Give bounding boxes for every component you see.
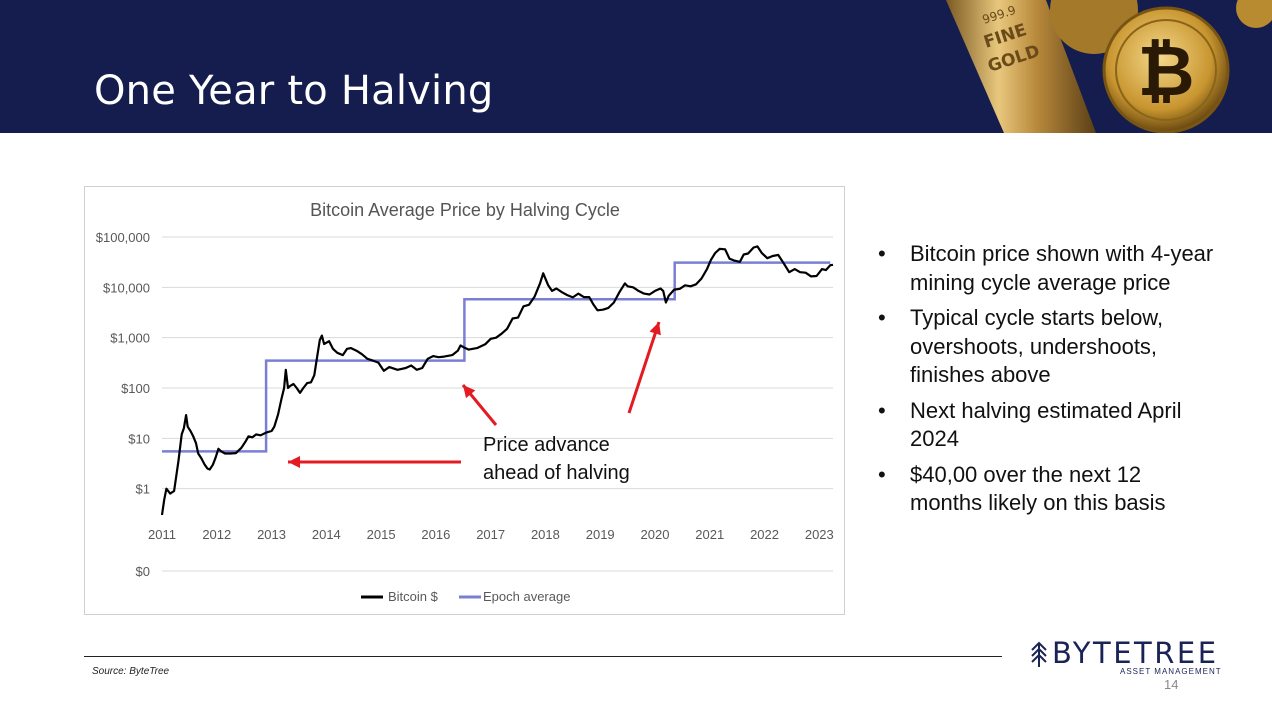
bitcoin-price-chart: Bitcoin Average Price by Halving Cycle $… [96,200,834,604]
x-tick-label: 2016 [421,527,450,542]
slide-title: One Year to Halving [94,68,494,114]
annotation-arrow-head [649,322,661,336]
annotation-arrow-head [288,456,300,468]
bullet-text: Bitcoin price shown with 4-year mining c… [910,241,1214,295]
annotation-text: ahead of halving [483,462,630,484]
bytetree-logo: BYTETREE ASSET MANAGEMENT 14 [1030,636,1230,696]
y-tick-label: $100,000 [96,230,150,245]
legend-label-epoch: Epoch average [483,589,570,604]
x-tick-label: 2017 [476,527,505,542]
slide-header: One Year to Halving 999.9 FINE GOLD ₿ [0,0,1272,133]
y-tick-label: $0 [136,564,150,579]
logo-name: BYTETREE [1052,636,1219,670]
x-tick-label: 2018 [531,527,560,542]
bullet-text: Next halving estimated April 2024 [910,397,1182,452]
y-tick-label: $10,000 [103,280,150,295]
bullet-text: Typical cycle starts below, overshoots, … [910,305,1164,387]
bullet-item: • $40,00 over the next 12 months likely o… [878,461,1166,516]
x-tick-label: 2011 [148,527,176,542]
y-tick-label: $1,000 [110,331,150,346]
annotation-arrow-head [463,385,476,399]
bullet-item: • Next halving estimated April 2024 [878,397,1182,452]
y-tick-label: $100 [121,381,150,396]
legend-label-bitcoin: Bitcoin $ [388,589,439,604]
chart-panel: Bitcoin Average Price by Halving Cycle $… [84,186,845,615]
source-note: Source: ByteTree [92,666,170,677]
y-tick-label: $1 [136,482,150,497]
x-tick-label: 2021 [695,527,724,542]
bullet-item: • Typical cycle starts below, overshoots,… [878,305,1164,387]
bitcoin-coin-top [1236,0,1272,28]
bitcoin-price-line [160,245,834,516]
bullet-list: • Bitcoin price shown with 4-year mining … [878,240,1218,525]
annotation-text: Price advance [483,434,610,456]
x-tick-label: 2014 [312,527,341,542]
gold-bar-and-bitcoin-image: 999.9 FINE GOLD ₿ [946,0,1272,133]
epoch-average-line [162,261,831,453]
annotation-arrow [627,321,661,414]
page-number: 14 [1164,677,1179,692]
x-tick-label: 2019 [586,527,615,542]
bitcoin-coin-icon [1102,6,1230,133]
bullet-item: • Bitcoin price shown with 4-year mining … [878,241,1214,295]
bullet-text: $40,00 over the next 12 months likely on… [910,461,1166,516]
x-tick-label: 2013 [257,527,286,542]
footer-divider [84,656,1002,657]
bitcoin-symbol: ₿ [1137,30,1194,112]
chart-title: Bitcoin Average Price by Halving Cycle [310,200,620,220]
x-tick-label: 2015 [367,527,396,542]
x-tick-label: 2023 [805,527,834,542]
tree-icon [1031,641,1047,667]
x-tick-label: 2022 [750,527,779,542]
x-tick-label: 2020 [641,527,670,542]
logo-subtitle: ASSET MANAGEMENT [1120,667,1222,676]
y-tick-label: $10 [128,431,150,446]
x-tick-label: 2012 [202,527,231,542]
